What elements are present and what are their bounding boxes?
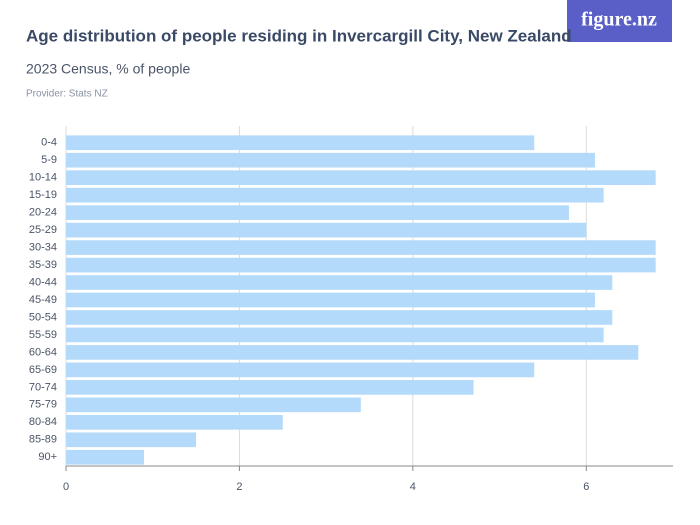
- x-tick-label: 2: [236, 481, 242, 493]
- bar: [66, 362, 535, 378]
- logo-box: [567, 0, 672, 42]
- y-tick-label: 85-89: [29, 434, 57, 446]
- chart-subtitle: 2023 Census, % of people: [26, 61, 190, 77]
- bar: [66, 432, 197, 448]
- y-tick-label: 40-44: [29, 276, 57, 288]
- bar: [66, 449, 145, 465]
- chart-title: Age distribution of people residing in I…: [26, 26, 572, 45]
- bar: [66, 222, 587, 238]
- y-tick-label: 30-34: [29, 241, 57, 253]
- bar: [66, 205, 569, 220]
- y-tick-label: 10-14: [29, 172, 57, 184]
- bar: [66, 397, 361, 413]
- bar: [66, 170, 656, 186]
- bar: [66, 292, 595, 308]
- y-tick-label: 65-69: [29, 364, 57, 376]
- bar: [66, 257, 656, 273]
- provider: Provider: Stats NZ: [26, 89, 108, 100]
- y-tick-label: 75-79: [29, 399, 57, 411]
- bar: [66, 275, 613, 290]
- y-tick-label: 60-64: [29, 346, 57, 358]
- y-tick-label: 15-19: [29, 189, 57, 201]
- bar: [66, 240, 656, 255]
- bar: [66, 345, 639, 360]
- bar: [66, 380, 474, 395]
- bar: [66, 152, 595, 168]
- bar: [66, 310, 613, 325]
- logo: figure.nz: [581, 9, 657, 31]
- y-tick-label: 35-39: [29, 259, 57, 271]
- y-tick-label: 0-4: [41, 137, 57, 149]
- y-tick-label: 5-9: [41, 154, 57, 166]
- y-tick-label: 45-49: [29, 294, 57, 306]
- y-tick-label: 20-24: [29, 207, 57, 219]
- x-tick-label: 0: [63, 481, 69, 493]
- bar: [66, 135, 535, 151]
- y-tick-label: 70-74: [29, 381, 57, 393]
- bar: [66, 327, 604, 343]
- bar: [66, 414, 283, 430]
- x-tick-label: 4: [410, 481, 416, 493]
- bar: [66, 187, 604, 203]
- y-tick-label: 50-54: [29, 311, 57, 323]
- x-tick-label: 6: [583, 481, 589, 493]
- y-tick-label: 25-29: [29, 224, 57, 236]
- y-tick-label: 55-59: [29, 329, 57, 341]
- y-tick-label: 80-84: [29, 416, 57, 428]
- y-tick-label: 90+: [38, 451, 57, 463]
